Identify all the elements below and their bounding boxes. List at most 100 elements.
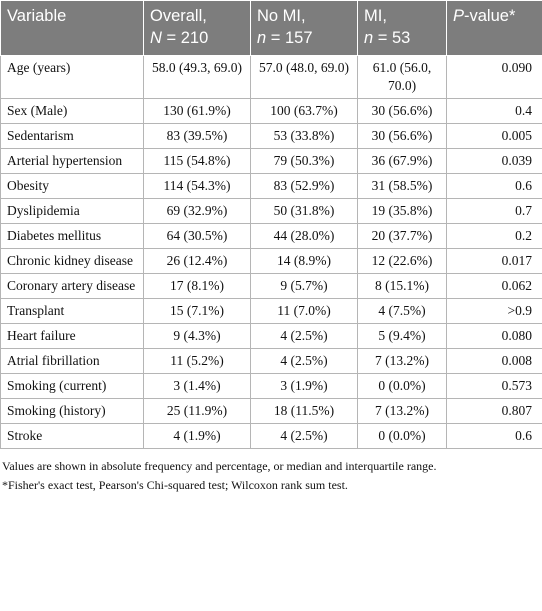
header-text: Overall, (150, 7, 207, 25)
variable-cell: Transplant (0, 298, 144, 324)
header-text: = 210 (161, 29, 209, 47)
table-row: Sex (Male) 130 (61.9%) 100 (63.7%) 30 (56.6… (0, 98, 542, 124)
value-cell: 114 (54.3%) (143, 173, 251, 199)
value-cell: 17 (8.1%) (143, 273, 251, 299)
header-text: = 53 (373, 29, 411, 47)
variable-cell: Dyslipidemia (0, 198, 144, 224)
variable-cell: Heart failure (0, 323, 144, 349)
table-row: Obesity 114 (54.3%) 83 (52.9%) 31 (58.5%) 0.… (0, 173, 542, 199)
value-cell: 8 (15.1%) (357, 273, 447, 299)
header-text: = 157 (266, 29, 313, 47)
value-cell: 50 (31.8%) (250, 198, 358, 224)
value-cell: 0.4 (446, 98, 542, 124)
variable-cell: Smoking (current) (0, 373, 144, 399)
table-row: Sedentarism 83 (39.5%) 53 (33.8%) 30 (56.6%… (0, 123, 542, 149)
variable-cell: Arterial hypertension (0, 148, 144, 174)
variable-cell: Atrial fibrillation (0, 348, 144, 374)
table-row: Arterial hypertension 115 (54.8%) 79 (50.3… (0, 148, 542, 174)
value-cell: 31 (58.5%) (357, 173, 447, 199)
value-cell: 20 (37.7%) (357, 223, 447, 249)
value-cell: 0.005 (446, 123, 542, 149)
value-cell: 0.6 (446, 173, 542, 199)
value-cell: 9 (5.7%) (250, 273, 358, 299)
table-row: Stroke 4 (1.9%) 4 (2.5%) 0 (0.0%) 0.6 (0, 423, 542, 449)
value-cell: 30 (56.6%) (357, 98, 447, 124)
value-cell: 0.2 (446, 223, 542, 249)
table-row: Chronic kidney disease 26 (12.4%) 14 (8.9%… (0, 248, 542, 274)
value-cell: 0 (0.0%) (357, 373, 447, 399)
value-cell: 0.6 (446, 423, 542, 449)
header-italic: n (257, 29, 267, 47)
value-cell: 64 (30.5%) (143, 223, 251, 249)
table-row: Coronary artery disease 17 (8.1%) 9 (5.7%)… (0, 273, 542, 299)
value-cell: 79 (50.3%) (250, 148, 358, 174)
value-cell: 44 (28.0%) (250, 223, 358, 249)
table-row: Age (years) 58.0 (49.3, 69.0) 57.0 (48.0, … (0, 55, 542, 99)
value-cell: 7 (13.2%) (357, 348, 447, 374)
value-cell: 100 (63.7%) (250, 98, 358, 124)
value-cell: 4 (2.5%) (250, 423, 358, 449)
header-text: -value* (464, 7, 516, 25)
value-cell: 115 (54.8%) (143, 148, 251, 174)
variable-cell: Diabetes mellitus (0, 223, 144, 249)
value-cell: 4 (2.5%) (250, 323, 358, 349)
value-cell: 4 (2.5%) (250, 348, 358, 374)
table-row: Smoking (current) 3 (1.4%) 3 (1.9%) 0 (0.0%… (0, 373, 542, 399)
value-cell: 26 (12.4%) (143, 248, 251, 274)
value-cell: >0.9 (446, 298, 542, 324)
table-row: Heart failure 9 (4.3%) 4 (2.5%) 5 (9.4%) 0.0… (0, 323, 542, 349)
header-cell: MI, n = 53 (357, 0, 447, 56)
value-cell: 0.573 (446, 373, 542, 399)
value-cell: 0.807 (446, 398, 542, 424)
value-cell: 0.062 (446, 273, 542, 299)
variable-cell: Sedentarism (0, 123, 144, 149)
variable-cell: Stroke (0, 423, 144, 449)
value-cell: 15 (7.1%) (143, 298, 251, 324)
value-cell: 0.080 (446, 323, 542, 349)
value-cell: 14 (8.9%) (250, 248, 358, 274)
header-text: Variable (7, 7, 67, 25)
header-italic: P (453, 7, 465, 25)
value-cell: 18 (11.5%) (250, 398, 358, 424)
value-cell: 0.008 (446, 348, 542, 374)
value-cell: 130 (61.9%) (143, 98, 251, 124)
value-cell: 11 (7.0%) (250, 298, 358, 324)
variable-cell: Chronic kidney disease (0, 248, 144, 274)
value-cell: 69 (32.9%) (143, 198, 251, 224)
table-row: Transplant 15 (7.1%) 11 (7.0%) 4 (7.5%) >0.9 (0, 298, 542, 324)
header-italic: n (364, 29, 374, 47)
table-body: Age (years) 58.0 (49.3, 69.0) 57.0 (48.0, … (0, 55, 542, 449)
value-cell: 25 (11.9%) (143, 398, 251, 424)
variable-cell: Age (years) (0, 55, 144, 99)
value-cell: 0.039 (446, 148, 542, 174)
value-cell: 19 (35.8%) (357, 198, 447, 224)
value-cell: 0 (0.0%) (357, 423, 447, 449)
value-cell: 58.0 (49.3, 69.0) (143, 55, 251, 99)
value-cell: 83 (39.5%) (143, 123, 251, 149)
value-cell: 0.090 (446, 55, 542, 99)
value-cell: 4 (1.9%) (143, 423, 251, 449)
variable-cell: Obesity (0, 173, 144, 199)
value-cell: 12 (22.6%) (357, 248, 447, 274)
header-cell: No MI, n = 157 (250, 0, 358, 56)
header-cell: P-value* (446, 0, 542, 56)
value-cell: 53 (33.8%) (250, 123, 358, 149)
value-cell: 9 (4.3%) (143, 323, 251, 349)
footnotes: Values are shown in absolute frequency a… (2, 457, 542, 495)
header-cell: Variable (0, 0, 144, 56)
value-cell: 7 (13.2%) (357, 398, 447, 424)
table-row: Atrial fibrillation 11 (5.2%) 4 (2.5%) 7 (1… (0, 348, 542, 374)
value-cell: 30 (56.6%) (357, 123, 447, 149)
header-text: MI, (364, 7, 387, 25)
table-row: Smoking (history) 25 (11.9%) 18 (11.5%) 7 (… (0, 398, 542, 424)
header-row: Variable Overall, N = 210 No MI, n = 157 MI, n… (0, 0, 542, 56)
header-italic: N (150, 29, 162, 47)
value-cell: 11 (5.2%) (143, 348, 251, 374)
header-text: No MI, (257, 7, 306, 25)
value-cell: 0.017 (446, 248, 542, 274)
value-cell: 5 (9.4%) (357, 323, 447, 349)
value-cell: 3 (1.4%) (143, 373, 251, 399)
value-cell: 57.0 (48.0, 69.0) (250, 55, 358, 99)
variable-cell: Smoking (history) (0, 398, 144, 424)
